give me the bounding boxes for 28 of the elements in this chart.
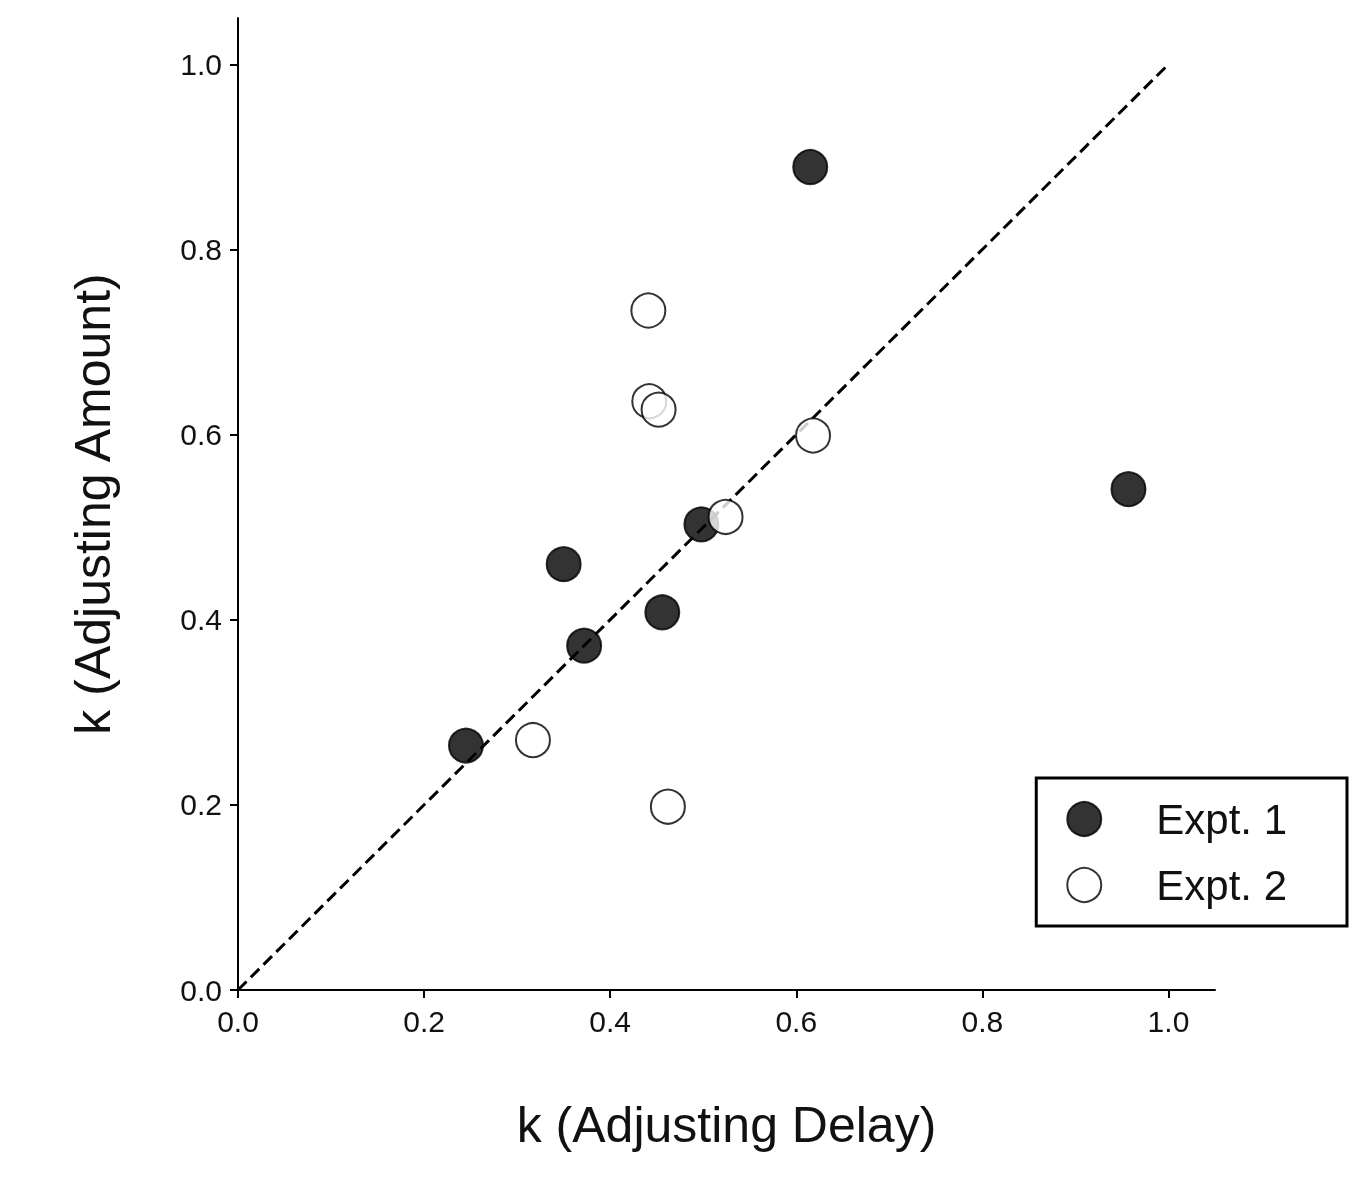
point — [515, 722, 551, 759]
point — [792, 149, 829, 186]
y-tick-label: 1.0 — [180, 47, 222, 81]
y-tick-label: 0.0 — [180, 973, 222, 1007]
point — [630, 292, 667, 329]
point — [649, 788, 686, 825]
point — [640, 391, 677, 428]
x-axis-title: k (Adjusting Delay) — [516, 1097, 937, 1153]
x-tick-label: 1.0 — [1147, 1004, 1190, 1038]
point — [448, 727, 484, 764]
y-tick-label: 0.4 — [180, 603, 222, 637]
x-tick-label: 0.0 — [217, 1004, 259, 1038]
y-tick-label: 0.8 — [180, 232, 222, 266]
point — [644, 594, 681, 631]
x-tick-label: 0.2 — [403, 1004, 445, 1038]
legend-label: Expt. 1 — [1156, 795, 1288, 843]
point — [545, 546, 582, 583]
point — [795, 417, 832, 454]
y-tick-label: 0.6 — [180, 418, 222, 452]
point — [707, 498, 744, 535]
x-tick-label: 0.8 — [961, 1004, 1004, 1038]
point — [1110, 471, 1147, 508]
point — [566, 627, 603, 664]
legend-label: Expt. 2 — [1156, 861, 1288, 909]
x-tick-label: 0.4 — [589, 1004, 632, 1038]
x-tick-label: 0.6 — [775, 1004, 818, 1038]
y-tick-label: 0.2 — [180, 788, 222, 822]
y-axis-title: k (Adjusting Amount) — [65, 273, 121, 735]
